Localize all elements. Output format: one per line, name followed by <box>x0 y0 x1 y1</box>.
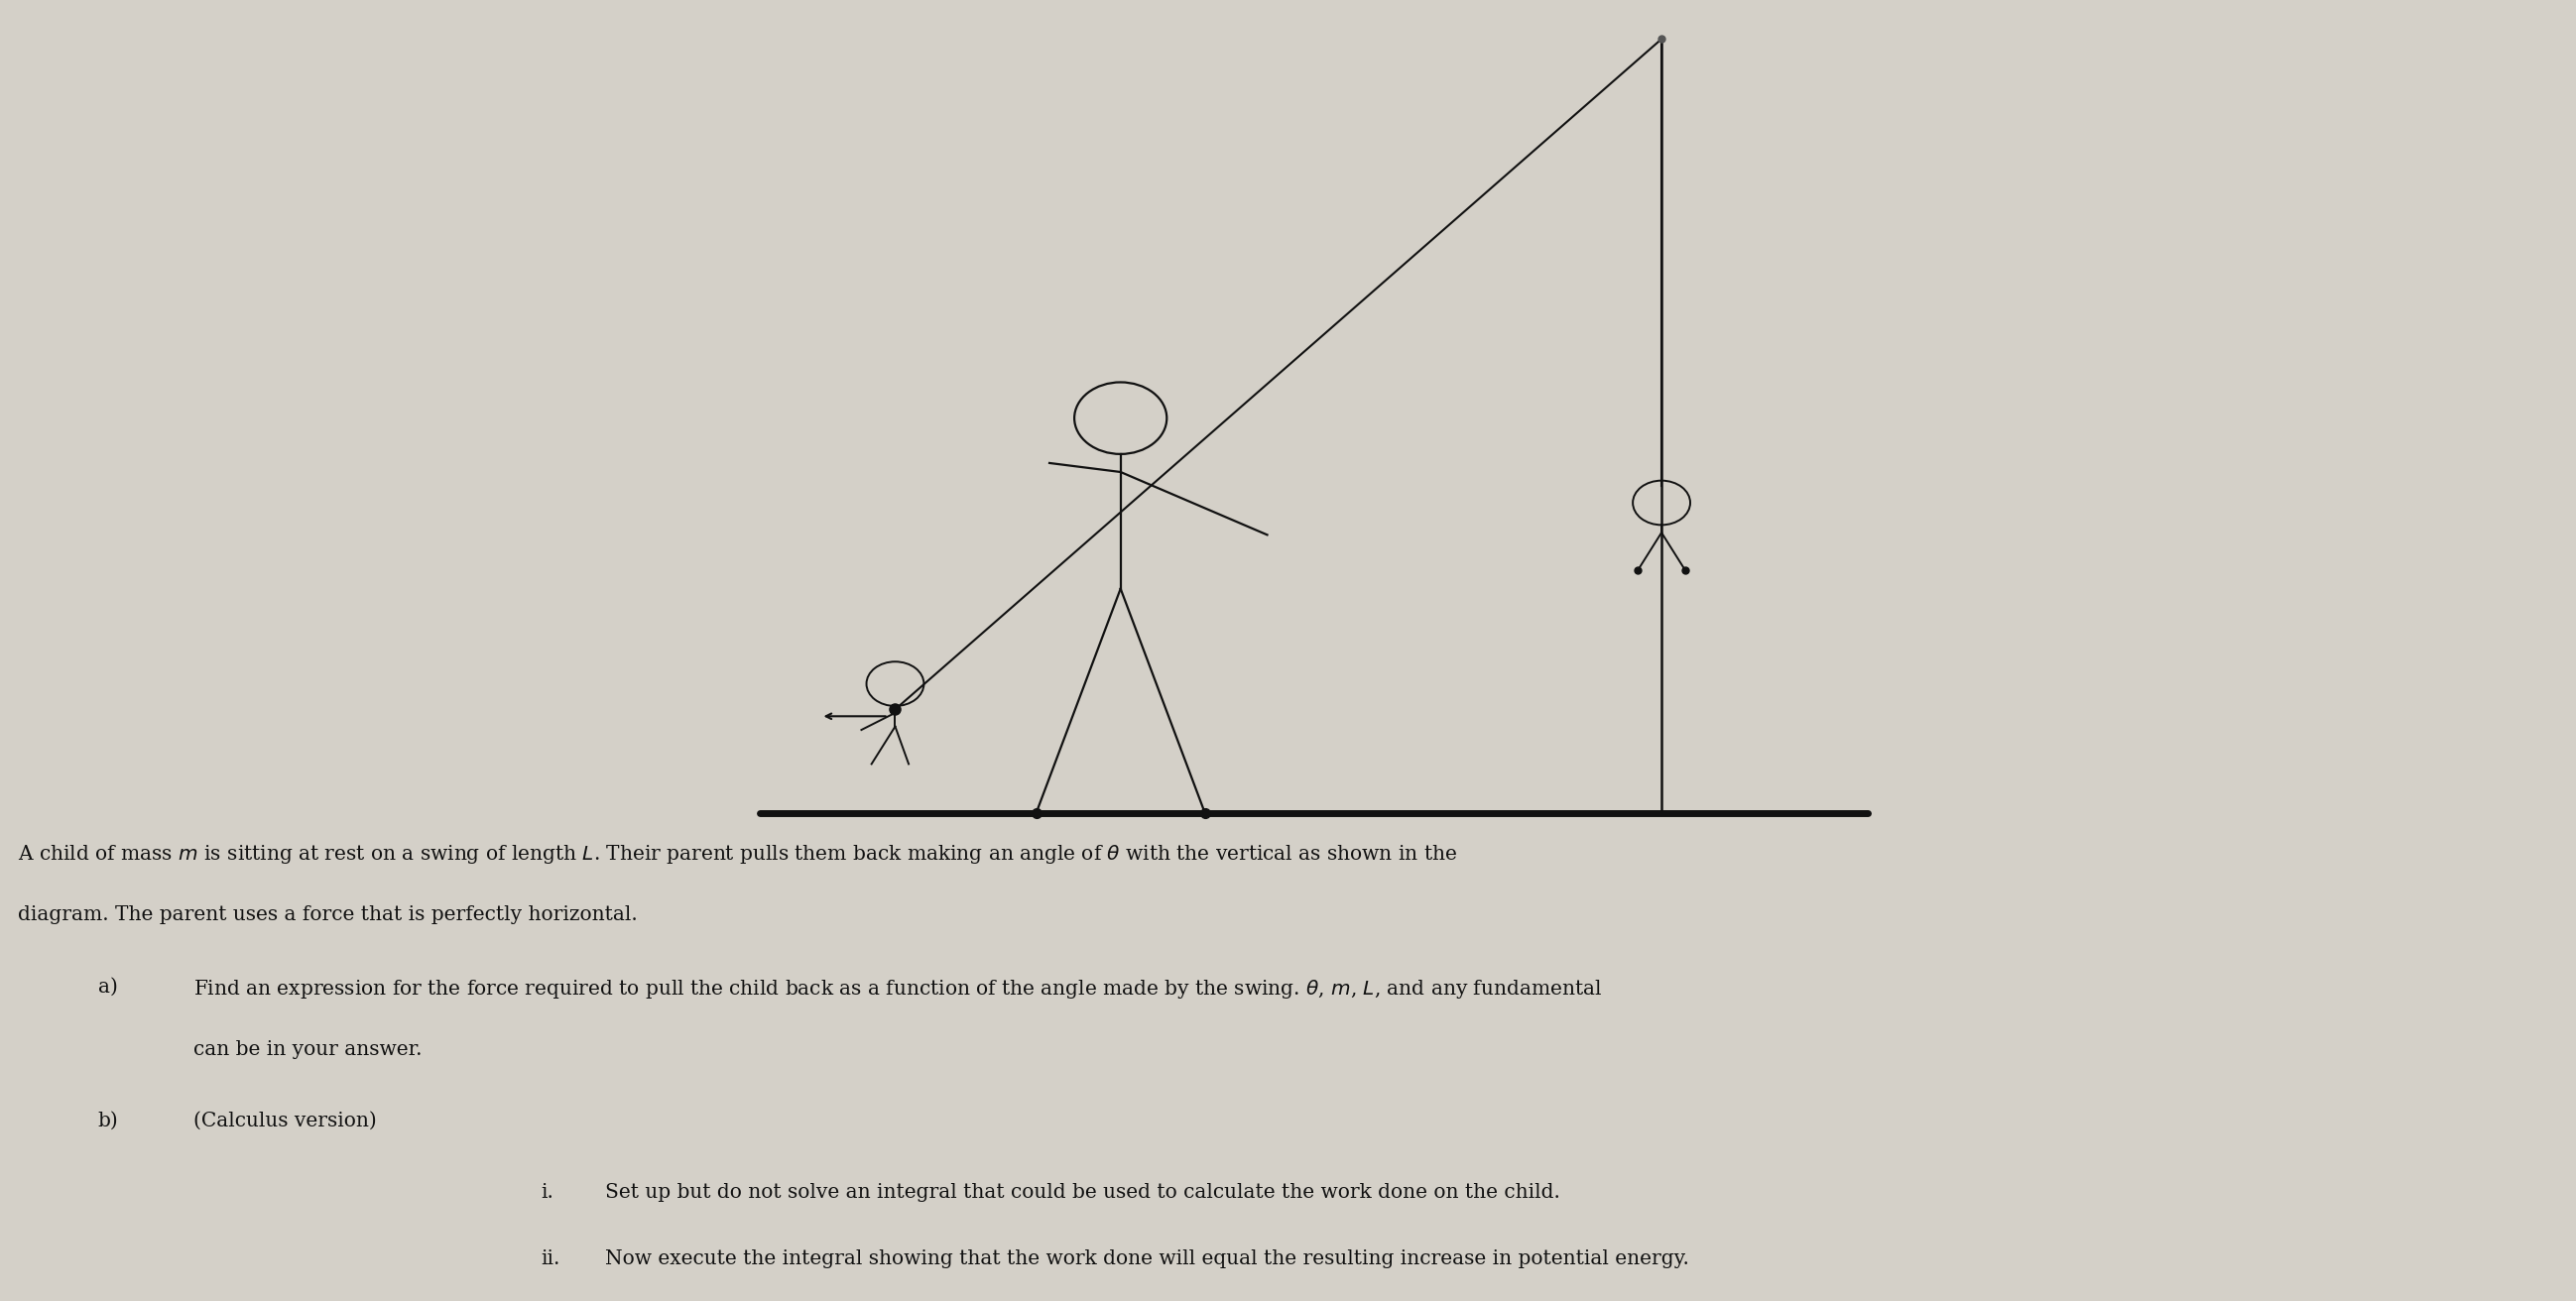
Text: Find an expression for the force required to pull the child back as a function o: Find an expression for the force require… <box>193 977 1602 1000</box>
Text: a): a) <box>98 977 118 997</box>
Text: (Calculus version): (Calculus version) <box>193 1111 376 1131</box>
Text: A child of mass $m$ is sitting at rest on a swing of length $L$. Their parent pu: A child of mass $m$ is sitting at rest o… <box>18 843 1458 866</box>
Text: diagram. The parent uses a force that is perfectly horizontal.: diagram. The parent uses a force that is… <box>18 905 639 924</box>
Text: i.: i. <box>541 1184 554 1202</box>
Text: Now execute the integral showing that the work done will equal the resulting inc: Now execute the integral showing that th… <box>605 1249 1690 1267</box>
Text: b): b) <box>98 1111 118 1131</box>
Text: ii.: ii. <box>541 1249 559 1267</box>
Text: can be in your answer.: can be in your answer. <box>193 1039 422 1059</box>
Text: Set up but do not solve an integral that could be used to calculate the work don: Set up but do not solve an integral that… <box>605 1184 1561 1202</box>
